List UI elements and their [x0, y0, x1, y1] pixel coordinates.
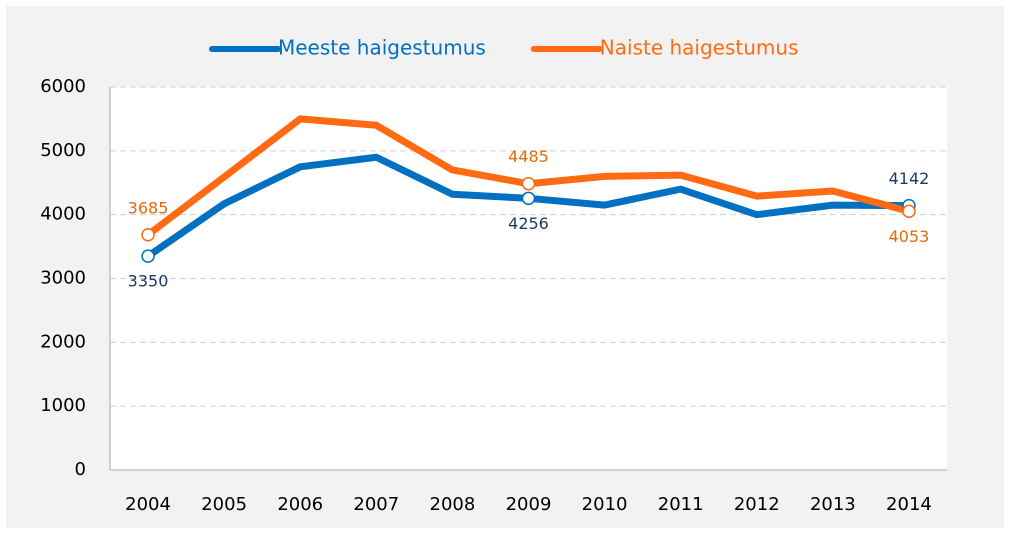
- x-tick-label: 2009: [506, 494, 552, 515]
- x-tick-label: 2012: [734, 494, 780, 515]
- data-label: 3685: [128, 198, 169, 217]
- x-tick-label: 2006: [277, 494, 323, 515]
- legend-label: Naiste haigestumus: [600, 36, 799, 60]
- y-tick-label: 1000: [40, 395, 86, 416]
- data-label: 3350: [128, 272, 169, 291]
- y-tick-label: 3000: [40, 268, 86, 289]
- x-tick-label: 2007: [353, 494, 399, 515]
- data-marker: [521, 176, 536, 191]
- data-label: 4256: [508, 214, 549, 233]
- data-marker: [902, 204, 916, 219]
- x-tick-label: 2010: [582, 494, 628, 515]
- data-label: 4142: [889, 169, 930, 188]
- y-tick-label: 0: [75, 459, 86, 480]
- x-tick-label: 2008: [430, 494, 476, 515]
- y-tick-label: 6000: [40, 76, 86, 97]
- x-tick-label: 2011: [658, 494, 704, 515]
- legend-label: Meeste haigestumus: [278, 36, 486, 60]
- x-tick-label: 2014: [886, 494, 932, 515]
- data-label: 4053: [889, 227, 930, 246]
- x-tick-label: 2013: [810, 494, 856, 515]
- x-tick-label: 2004: [125, 494, 171, 515]
- data-marker: [141, 249, 155, 263]
- plot-area: [110, 87, 947, 470]
- data-label: 4485: [508, 147, 549, 166]
- data-marker: [141, 228, 155, 242]
- data-marker: [521, 191, 536, 206]
- x-tick-label: 2005: [201, 494, 247, 515]
- y-tick-label: 5000: [40, 140, 86, 161]
- y-tick-label: 4000: [40, 204, 86, 225]
- y-tick-label: 2000: [40, 331, 86, 352]
